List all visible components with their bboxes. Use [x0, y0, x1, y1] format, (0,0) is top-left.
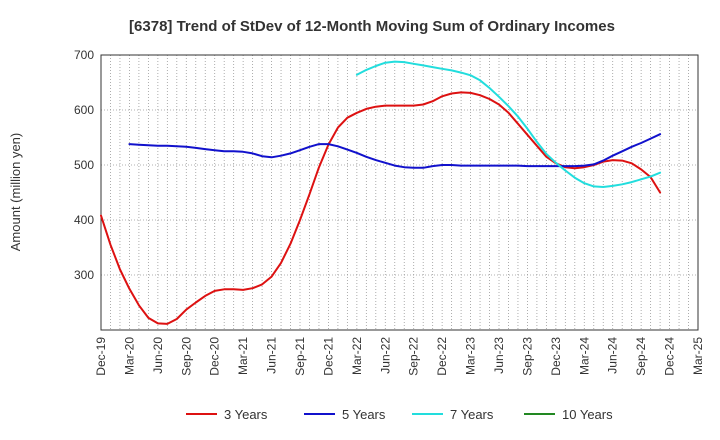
x-tick-label: Mar-21: [236, 337, 250, 375]
y-axis-label: Amount (million yen): [8, 133, 23, 252]
legend-label-5-years: 5 Years: [342, 407, 386, 422]
x-tick-label: Mar-22: [350, 337, 364, 375]
x-tick-label: Sep-23: [520, 337, 534, 376]
y-tick-label: 300: [74, 268, 94, 282]
x-tick-label: Sep-22: [407, 337, 421, 376]
x-tick-label: Sep-20: [179, 337, 193, 376]
plot-frame: [100, 54, 699, 331]
y-tick-label: 500: [74, 158, 94, 172]
y-tick-label: 700: [74, 48, 94, 62]
x-tick-label: Jun-21: [265, 337, 279, 374]
x-tick-label: Dec-19: [94, 337, 108, 376]
x-tick-label: Mar-24: [577, 337, 591, 375]
x-tick-label: Mar-25: [691, 337, 705, 375]
x-tick-label: Sep-24: [634, 337, 648, 376]
x-tick-label: Mar-23: [464, 337, 478, 375]
x-tick-label: Jun-23: [492, 337, 506, 374]
x-tick-label: Sep-21: [293, 337, 307, 376]
x-tick-label: Jun-22: [378, 337, 392, 374]
x-tick-label: Dec-21: [321, 337, 335, 376]
x-tick-label: Mar-20: [122, 337, 136, 375]
plot-area: [101, 55, 698, 330]
x-tick-label: Dec-22: [435, 337, 449, 376]
x-tick-label: Dec-24: [663, 337, 677, 376]
legend-label-3-years: 3 Years: [224, 407, 268, 422]
series-line-3-years: [100, 91, 662, 325]
chart-title: [6378] Trend of StDev of 12-Month Moving…: [129, 18, 615, 35]
y-tick-label: 400: [74, 213, 94, 227]
x-tick-label: Dec-20: [208, 337, 222, 376]
x-tick-label: Jun-20: [151, 337, 165, 374]
x-tick-label: Dec-23: [549, 337, 563, 376]
y-tick-label: 600: [74, 103, 94, 117]
x-tick-label: Jun-24: [606, 337, 620, 374]
legend-label-7-years: 7 Years: [450, 407, 494, 422]
series-line-5-years: [128, 133, 662, 169]
legend-label-10-years: 10 Years: [562, 407, 613, 422]
series-line-7-years: [355, 60, 662, 188]
